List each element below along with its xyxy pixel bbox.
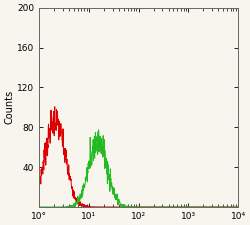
Y-axis label: Counts: Counts — [4, 90, 14, 124]
